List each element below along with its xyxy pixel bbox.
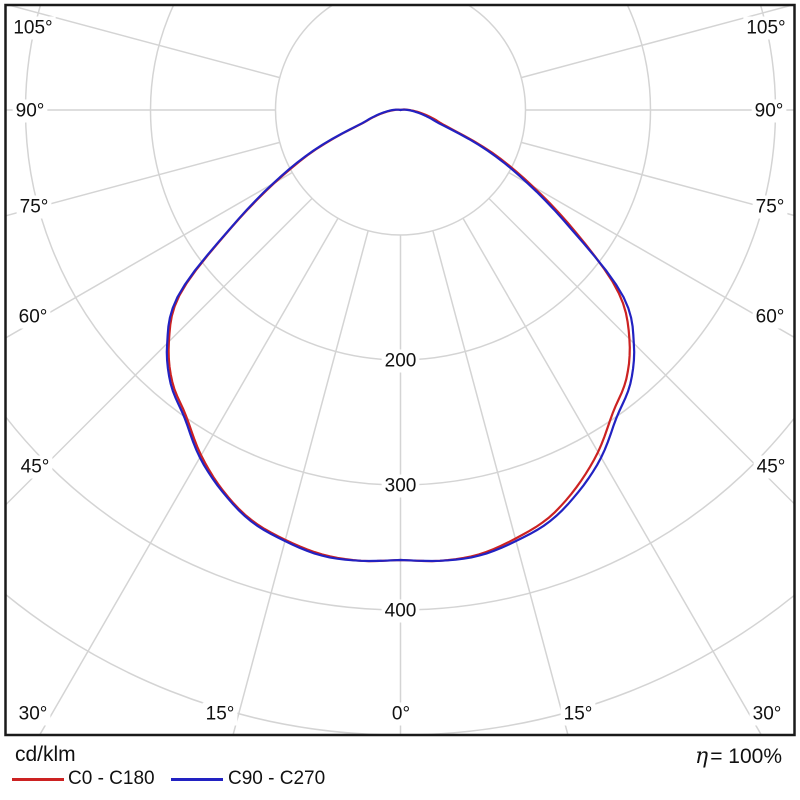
angle-label-left-60°: 60°	[19, 307, 48, 328]
efficiency-label: η= 100%	[695, 744, 782, 769]
angle-label-bottom-1-halo	[202, 702, 238, 726]
ring-label-200-halo	[381, 349, 420, 373]
legend-label-c0-c180: C0 - C180	[68, 768, 155, 789]
grid-spoke--60	[5, 171, 293, 339]
grid-spoke-60	[508, 171, 795, 339]
angle-label-bottom-0-halo	[15, 702, 51, 726]
grid-spoke-45	[488, 197, 795, 506]
angle-label-bottom-3-halo	[560, 702, 596, 726]
grid-spoke--105	[5, 5, 280, 79]
angle-label-bottom-0: 30°	[19, 704, 48, 725]
angle-label-left-45°-halo	[17, 455, 53, 479]
grid-spoke--15	[232, 230, 369, 735]
angle-label-bottom-1: 15°	[206, 704, 235, 725]
angle-label-left-90°-halo	[12, 99, 48, 123]
legend-swatch-c90-c270	[171, 778, 223, 781]
angle-label-right-75°: 75°	[756, 197, 785, 218]
angle-label-bottom-2: 0°	[392, 704, 410, 725]
units-label: cd/klm	[15, 743, 76, 766]
angle-label-left-105°-halo	[10, 16, 56, 40]
angle-label-bottom-2-halo	[388, 702, 414, 726]
axis-labels: 105° 90° 75° 60° 45° 105° 90° 75° 60° 45° 30° 15° 0°…	[10, 16, 789, 726]
angle-label-right-90°-halo	[751, 99, 787, 123]
angle-label-left-60°-halo	[15, 305, 51, 329]
ring-label-300-halo	[381, 474, 420, 498]
grid-spoke-15	[432, 230, 569, 735]
ring-label-400-halo	[381, 599, 420, 623]
angle-label-right-90°: 90°	[755, 101, 784, 122]
legend-label-c90-c270: C90 - C270	[228, 768, 326, 789]
grid-ring-100	[274, 5, 527, 236]
ring-label-300: 300	[385, 476, 417, 497]
angle-label-right-60°-halo	[752, 305, 788, 329]
angle-label-right-45°: 45°	[757, 457, 786, 478]
ring-label-200: 200	[385, 351, 417, 372]
grid-spoke--75	[5, 141, 280, 217]
angle-label-right-45°-halo	[753, 455, 789, 479]
angle-label-left-105°: 105°	[13, 18, 52, 39]
plot-frame	[4, 3, 796, 737]
ring-label-400: 400	[385, 601, 417, 622]
grid-spoke-105	[521, 5, 795, 79]
angle-label-right-60°: 60°	[756, 307, 785, 328]
grid-spoke-75	[521, 141, 795, 217]
grid-spoke--45	[5, 197, 313, 507]
angle-label-left-90°: 90°	[16, 101, 45, 122]
intensity-curves	[165, 108, 636, 563]
angle-label-bottom-4-halo	[749, 702, 785, 726]
grid-spoke-30	[462, 217, 763, 735]
angle-label-bottom-3: 15°	[564, 704, 593, 725]
angle-label-left-75°: 75°	[20, 197, 49, 218]
grid-spoke--30	[38, 217, 339, 735]
curve-c90-c270	[165, 108, 636, 563]
angle-label-left-45°: 45°	[21, 457, 50, 478]
angle-label-right-105°-halo	[743, 16, 789, 40]
angle-label-bottom-4: 30°	[753, 704, 782, 725]
angle-label-left-75°-halo	[16, 195, 52, 219]
angle-label-right-75°-halo	[752, 195, 788, 219]
eta-symbol: η	[695, 744, 709, 769]
legend: C0 - C180 C90 - C270	[0, 768, 800, 794]
efficiency-value: = 100%	[710, 745, 782, 768]
legend-swatch-c0-c180	[12, 778, 64, 781]
angle-label-right-105°: 105°	[746, 18, 785, 39]
